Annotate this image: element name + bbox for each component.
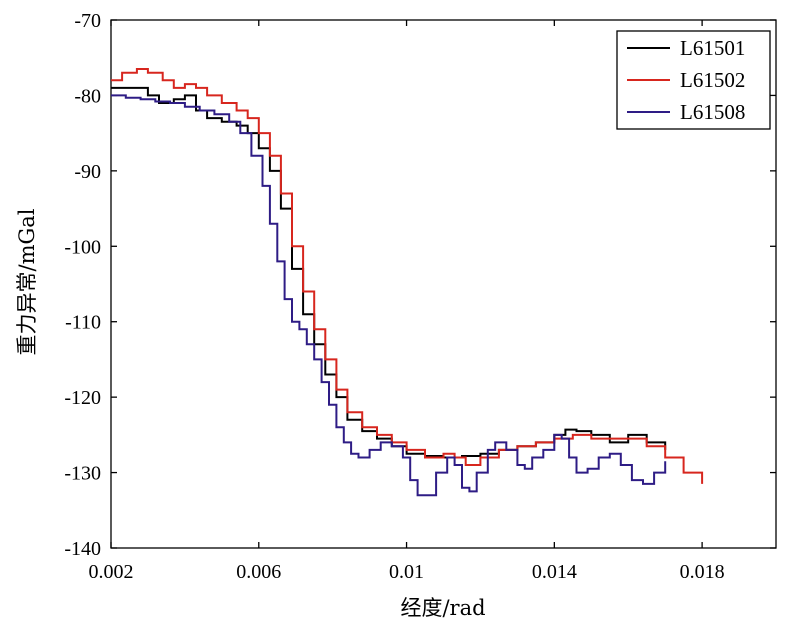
series-line-l61508 (111, 94, 667, 497)
y-tick-label: -80 (74, 85, 101, 107)
x-tick-label: 0.01 (389, 561, 424, 583)
y-tick-label: -110 (65, 312, 101, 334)
y-tick-label: -130 (64, 463, 101, 485)
x-tick-label: 0.006 (236, 561, 281, 583)
legend: L61501 L61502 L61508 (616, 30, 771, 130)
y-tick-label: -120 (64, 387, 101, 409)
y-tick-label: -140 (64, 538, 101, 560)
y-tick-label: -100 (64, 236, 101, 258)
series-layer (111, 68, 704, 497)
y-tick-label: -90 (74, 161, 101, 183)
x-tick-label: 0.014 (532, 561, 577, 583)
x-ticks: 0.002 0.006 0.01 0.014 0.018 (89, 20, 725, 583)
y-axis-label: 重力异常/mGal (15, 208, 39, 355)
x-tick-label: 0.002 (89, 561, 134, 583)
x-axis-label: 经度/rad (400, 596, 485, 620)
series-line-l61502 (111, 68, 704, 484)
x-tick-label: 0.018 (680, 561, 725, 583)
y-tick-label: -70 (74, 10, 101, 32)
series-line-l61501 (111, 86, 667, 459)
legend-label-l61502: L61502 (680, 68, 745, 92)
plot-frame (110, 19, 777, 549)
legend-label-l61508: L61508 (680, 100, 745, 124)
y-ticks: -70 -80 -90 -100 -110 -120 -130 -140 (64, 10, 776, 560)
legend-label-l61501: L61501 (680, 36, 745, 60)
